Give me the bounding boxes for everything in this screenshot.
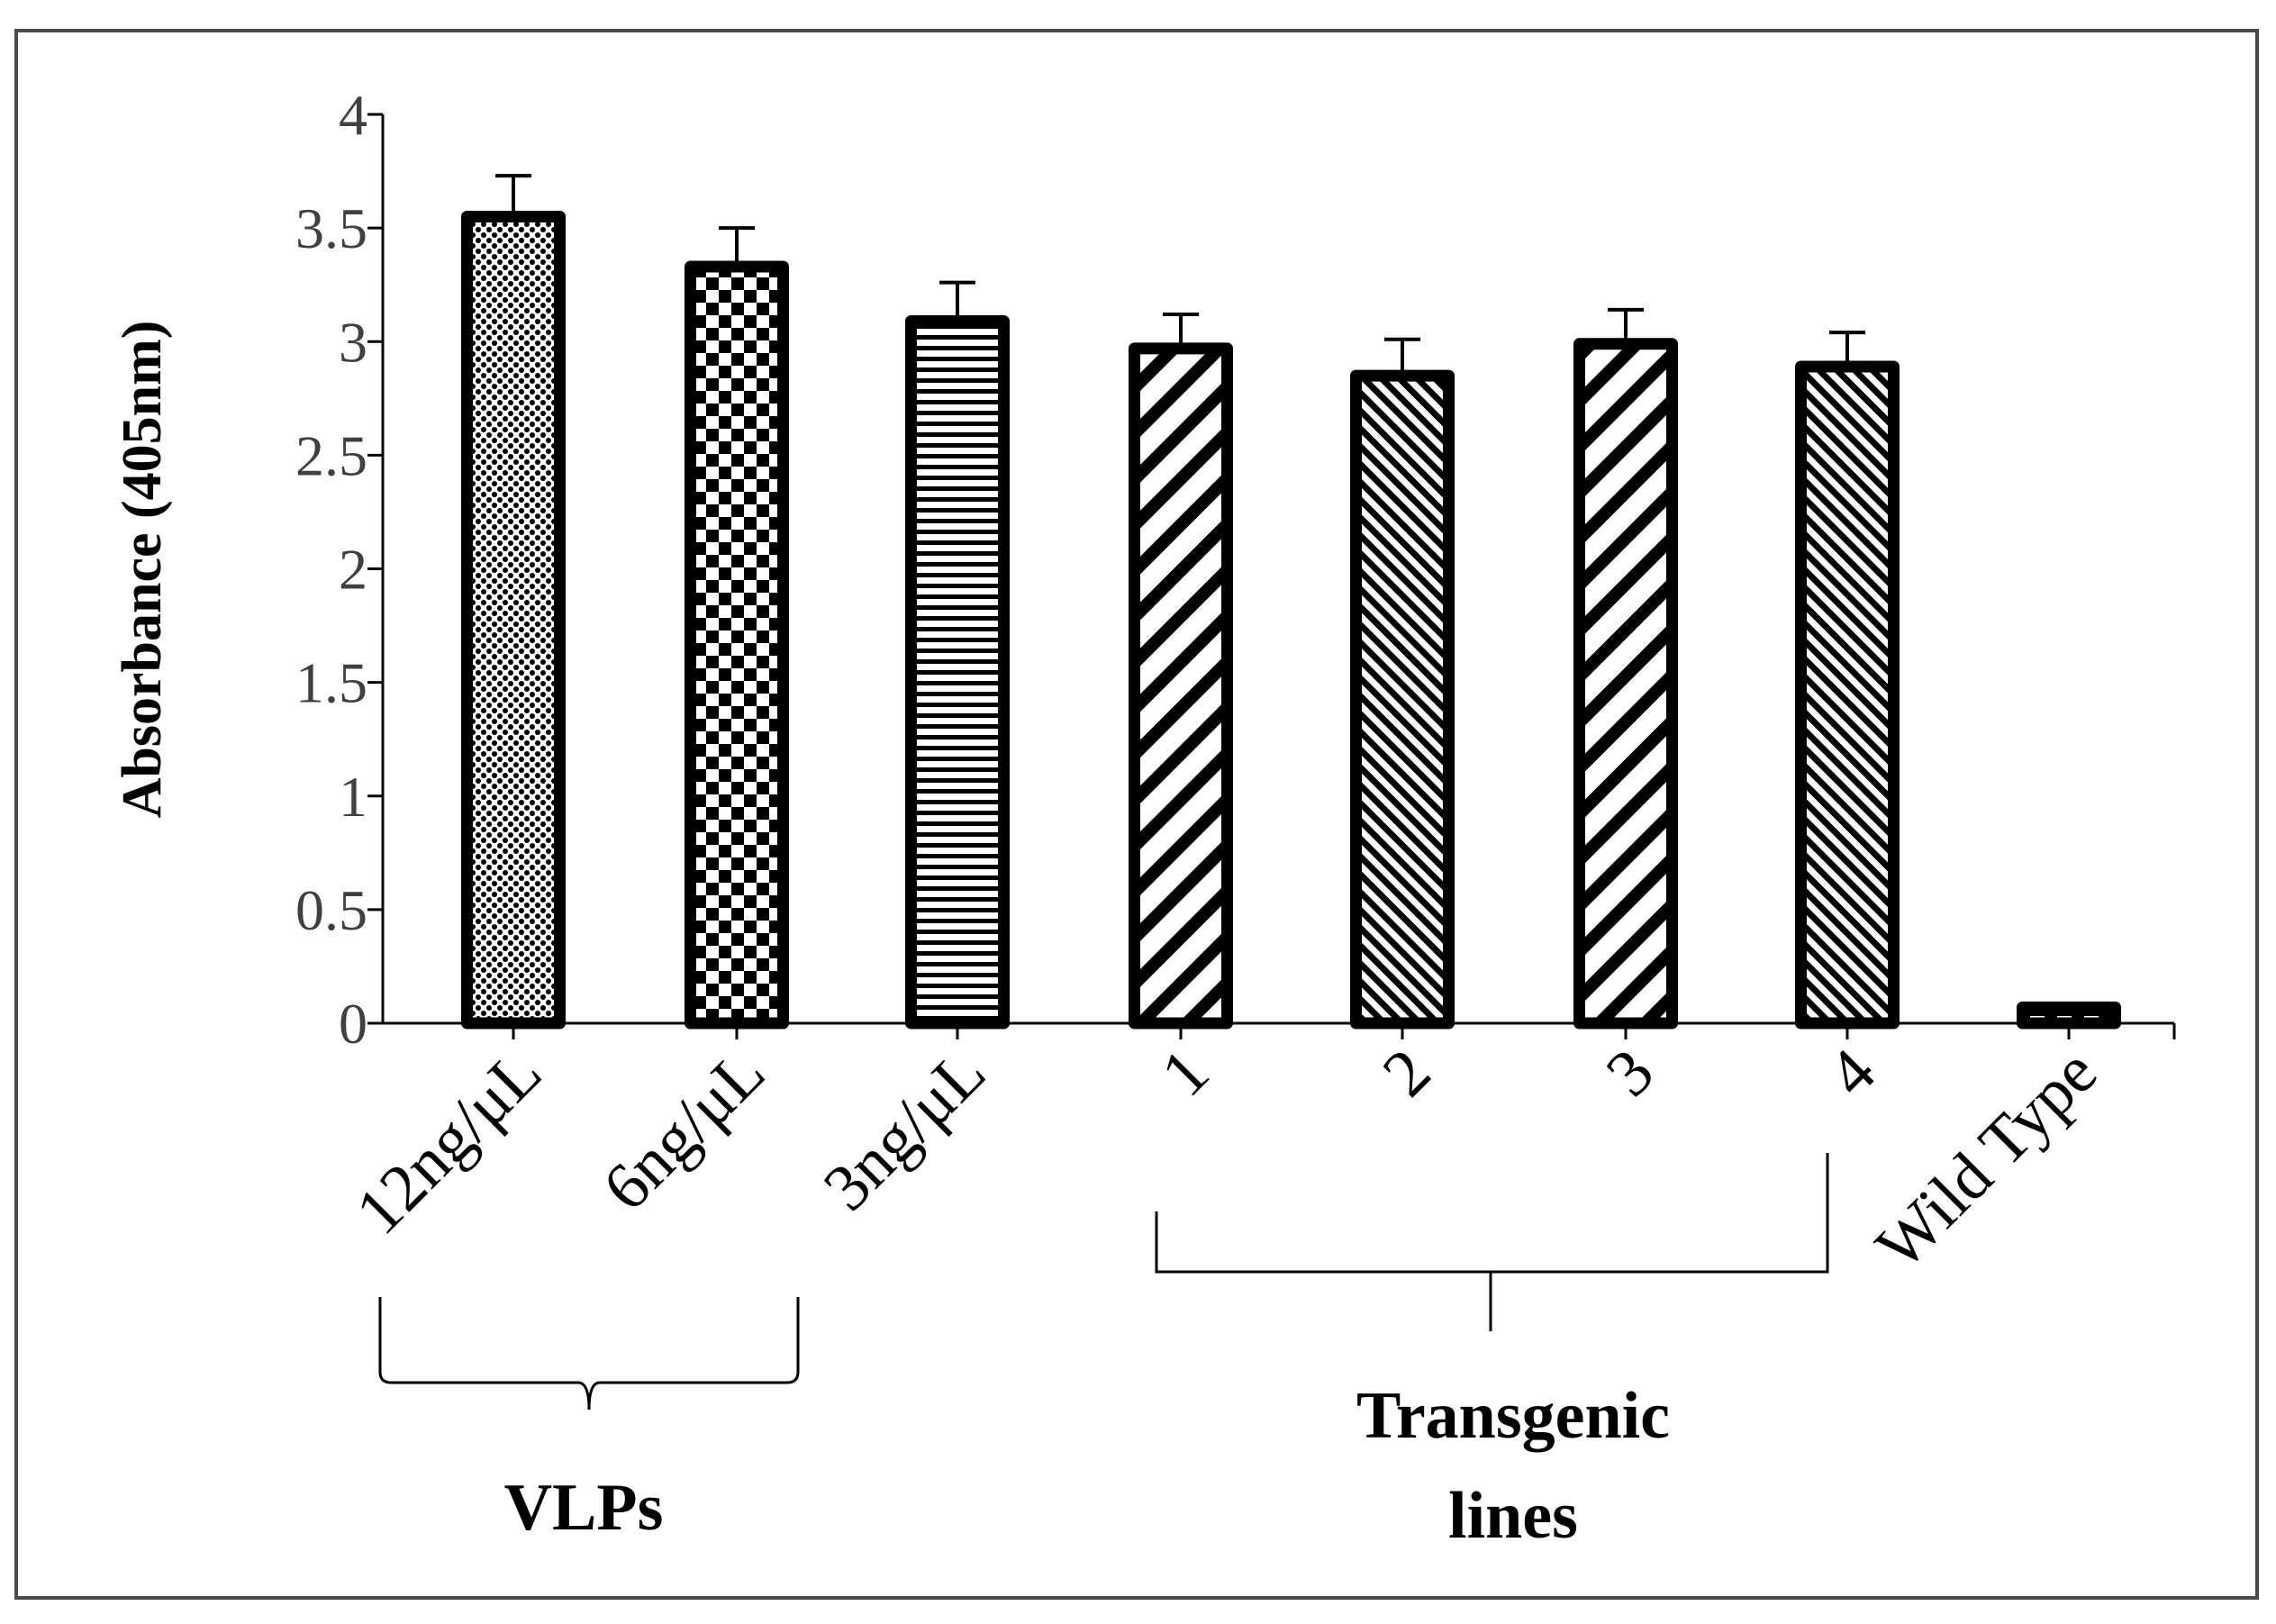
y-tick-label: 1 xyxy=(339,765,367,829)
bar xyxy=(685,260,789,1030)
bar xyxy=(2017,1001,2121,1030)
bar xyxy=(1573,338,1678,1030)
bar xyxy=(1350,369,1455,1030)
group-label-transgenic-line1: Transgenic xyxy=(1356,1379,1670,1453)
y-tick-label: 4 xyxy=(339,83,367,147)
y-tick-label: 3 xyxy=(339,310,367,374)
y-tick-label: 1.5 xyxy=(295,651,367,715)
group-brace-vlps xyxy=(378,1297,800,1411)
bar xyxy=(1129,342,1233,1030)
bar xyxy=(461,211,566,1030)
group-label-transgenic-line2: lines xyxy=(1448,1479,1578,1553)
bar xyxy=(1795,360,1900,1030)
y-axis-title: Absorbance (405nm) xyxy=(112,321,173,819)
group-label-vlps: VLPs xyxy=(504,1471,664,1545)
y-tick-label: 0.5 xyxy=(295,878,367,942)
y-tick-label: 0 xyxy=(339,992,367,1056)
bar xyxy=(905,315,1010,1030)
y-tick-label: 3.5 xyxy=(295,196,367,260)
y-tick-label: 2.5 xyxy=(295,423,367,487)
y-tick-label: 2 xyxy=(339,538,367,602)
